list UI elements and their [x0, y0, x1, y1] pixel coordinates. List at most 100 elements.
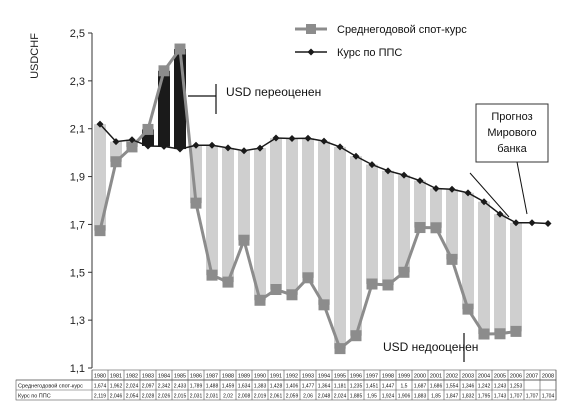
- spot-rate-marker: [286, 289, 298, 301]
- undervalued-bar: [382, 170, 394, 285]
- undervalued-bar: [414, 180, 426, 228]
- table-cell-ppp: 2,046: [110, 394, 123, 400]
- ppp-rate-marker: [544, 219, 552, 227]
- undervalued-bar: [254, 148, 266, 301]
- ppp-rate-marker: [208, 141, 216, 149]
- table-cell-ppp: 1,832: [462, 394, 475, 400]
- ppp-rate-marker: [256, 144, 264, 152]
- forecast-box: [475, 103, 549, 163]
- table-cell-ppp: 2,031: [206, 394, 219, 400]
- table-cell-ppp: 2,015: [174, 394, 187, 400]
- table-cell-spot: 1,364: [318, 384, 331, 390]
- table-cell-ppp: 1,743: [494, 394, 507, 400]
- y-tick-label: 2,5: [70, 28, 85, 40]
- undervalued-bar: [270, 138, 282, 290]
- x-tick-label: 1997: [366, 374, 378, 380]
- y-tick-label: 1,1: [70, 363, 85, 375]
- x-tick-label: 2000: [414, 374, 426, 380]
- x-tick-label: 1986: [190, 374, 202, 380]
- x-tick-label: 1996: [350, 374, 362, 380]
- ppp-rate-marker: [528, 219, 536, 227]
- spot-rate-marker: [510, 325, 522, 337]
- spot-rate-marker: [430, 222, 442, 234]
- spot-rate-marker: [462, 303, 474, 315]
- forecast-annotation-line: Прогноз: [491, 111, 532, 123]
- spot-rate-marker: [318, 299, 330, 311]
- table-cell-ppp: 2,061: [270, 394, 283, 400]
- forecast-annotation-line: Мирового: [487, 127, 536, 139]
- undervalued-bar: [366, 164, 378, 285]
- undervalued-bar: [286, 138, 298, 295]
- table-cell-ppp: 2,048: [318, 394, 331, 400]
- x-tick-label: 2007: [526, 374, 538, 380]
- ppp-rate-marker: [448, 185, 456, 193]
- undervalued-bar: [302, 138, 314, 278]
- x-tick-label: 1993: [302, 374, 314, 380]
- legend-spot-swatch-marker: [306, 24, 316, 34]
- table-cell-spot: 1,346: [462, 384, 475, 390]
- y-tick-label: 1,7: [70, 219, 85, 231]
- table-cell-ppp: 2,008: [238, 394, 251, 400]
- legend-ppp-label: Курс по ППС: [337, 47, 402, 59]
- ppp-rate-marker: [464, 189, 472, 197]
- ppp-rate-marker: [240, 147, 248, 155]
- table-cell-ppp: 1,883: [414, 394, 427, 400]
- table-cell-spot: 1,181: [334, 384, 347, 390]
- undervalued-bar: [318, 141, 330, 305]
- table-cell-ppp: 2,06: [303, 394, 313, 400]
- table-cell-spot: 2,433: [174, 384, 187, 390]
- table-cell-ppp: 1,906: [398, 394, 411, 400]
- ppp-rate-marker: [352, 152, 360, 160]
- table-cell-ppp: 2,019: [254, 394, 267, 400]
- undervalued-bar: [494, 214, 506, 334]
- ppp-rate-marker: [224, 144, 232, 152]
- table-row-label-spot: Среднегодовой спот-курс: [18, 383, 83, 390]
- undervalued-bar: [446, 189, 458, 260]
- x-tick-label: 2006: [510, 374, 522, 380]
- x-tick-label: 2008: [542, 374, 554, 380]
- ppp-rate-marker: [400, 171, 408, 179]
- table-cell-spot: 1,406: [286, 384, 299, 390]
- spot-rate-marker: [206, 269, 218, 281]
- ppp-rate-marker: [128, 136, 136, 144]
- table-cell-ppp: 2,02: [223, 394, 233, 400]
- ppp-rate-marker: [304, 134, 312, 142]
- table-cell-spot: 1,447: [382, 384, 395, 390]
- table-cell-ppp: 2,054: [126, 394, 139, 400]
- ppp-rate-marker: [368, 161, 376, 169]
- ppp-rate-marker: [432, 185, 440, 193]
- table-cell-spot: 1,488: [206, 384, 219, 390]
- table-cell-spot: 1,674: [94, 384, 107, 390]
- table-cell-spot: 1,962: [110, 384, 123, 390]
- undervalued-bar: [94, 124, 106, 231]
- overvalued-annotation: USD переоценен: [226, 85, 321, 99]
- x-tick-label: 1994: [318, 374, 330, 380]
- table-cell-spot: 1,789: [190, 384, 203, 390]
- spot-rate-marker: [446, 253, 458, 265]
- ppp-rate-marker: [176, 145, 184, 153]
- ppp-rate-marker: [336, 143, 344, 151]
- spot-rate-marker: [398, 266, 410, 278]
- x-tick-label: 1990: [254, 374, 266, 380]
- forecast-callout-line: [516, 161, 528, 215]
- undervalued-bar: [398, 175, 410, 273]
- x-tick-label: 2003: [462, 374, 474, 380]
- x-tick-label: 2005: [494, 374, 506, 380]
- table-cell-ppp: 1,885: [350, 394, 363, 400]
- table-row-label-ppp: Курс по ППС: [18, 394, 51, 400]
- table-cell-spot: 1,554: [446, 384, 459, 390]
- ppp-rate-marker: [416, 177, 424, 185]
- y-tick-label: 2,1: [70, 124, 85, 136]
- spot-rate-marker: [334, 343, 346, 355]
- x-tick-label: 1985: [174, 374, 186, 380]
- undervalued-bar: [206, 145, 218, 276]
- spot-rate-marker: [478, 328, 490, 340]
- table-cell-spot: 1,634: [238, 384, 251, 390]
- table-cell-spot: 1,686: [430, 384, 443, 390]
- undervalued-bar: [430, 188, 442, 228]
- table-cell-ppp: 2,028: [142, 394, 155, 400]
- forecast-annotation-line: банка: [497, 143, 527, 155]
- x-tick-label: 1984: [158, 374, 170, 380]
